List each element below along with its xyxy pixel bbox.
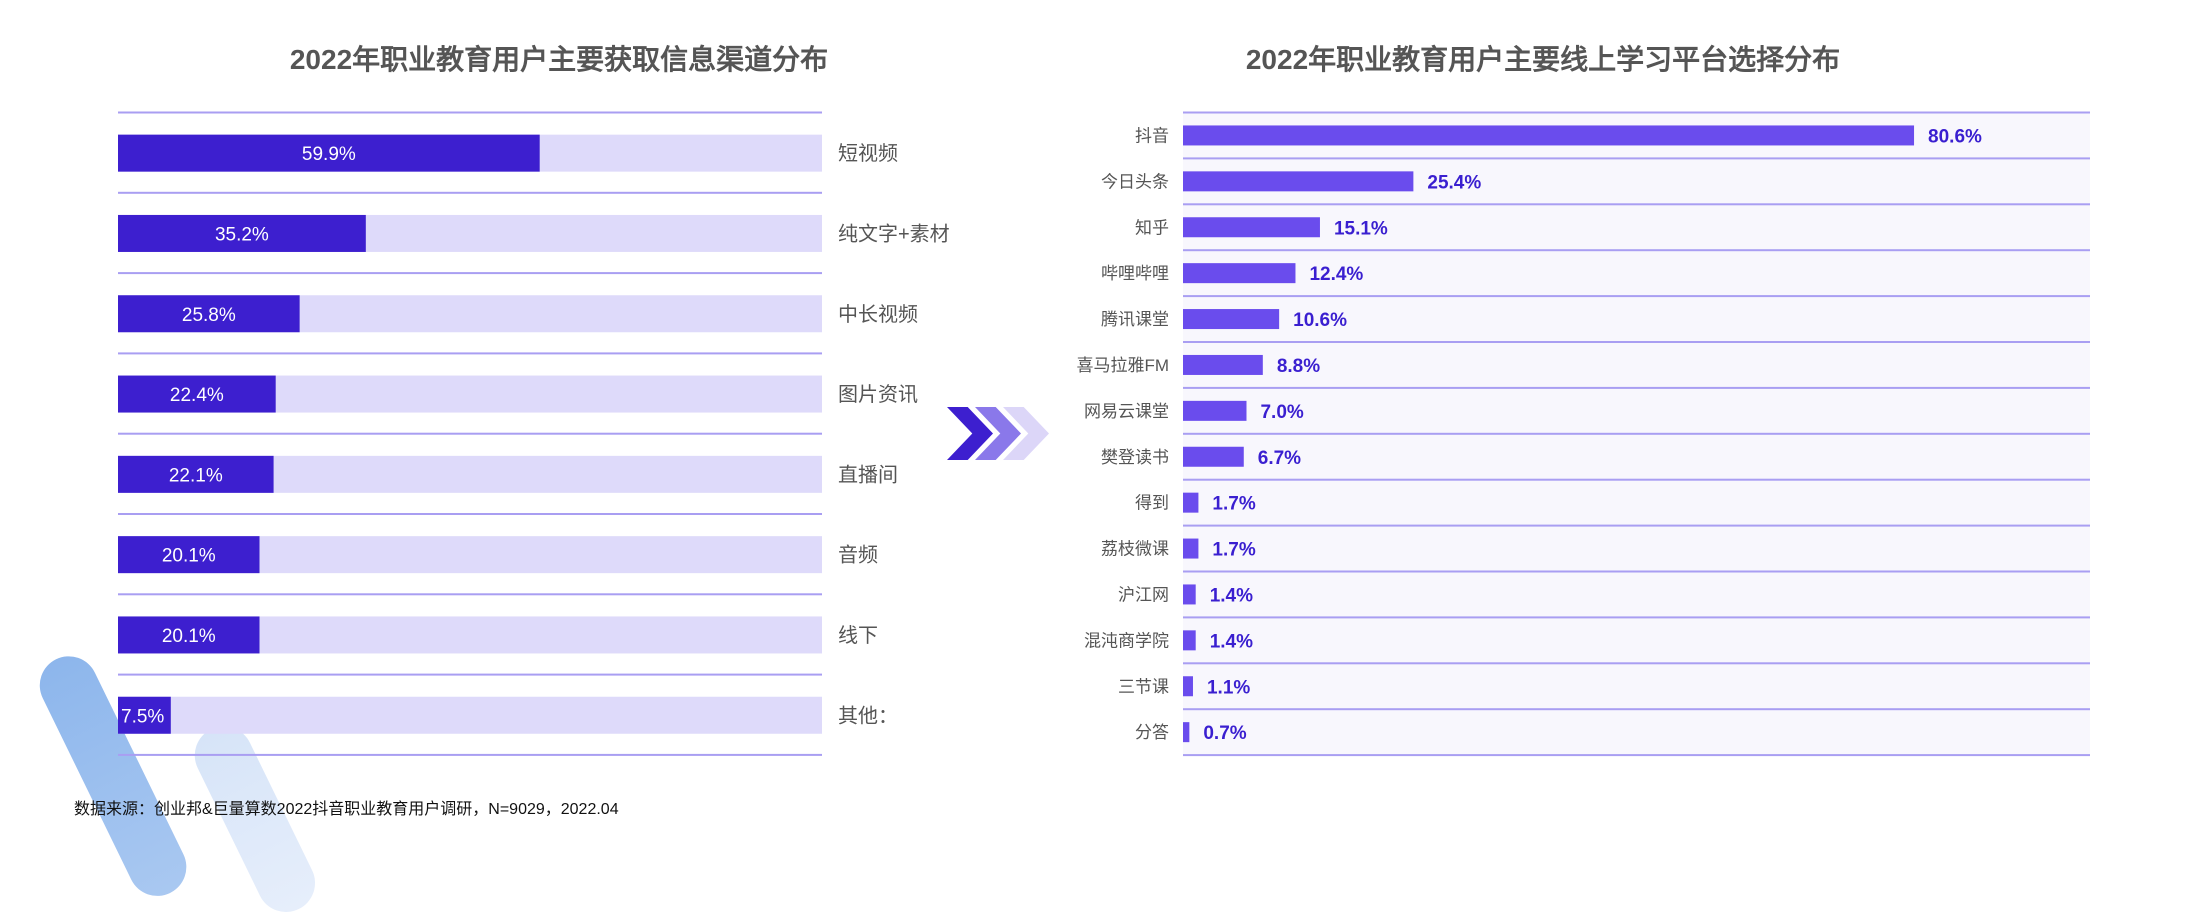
category-label: 喜马拉雅FM (1076, 356, 1169, 375)
bar-value-label: 22.4% (170, 385, 224, 406)
bar-value-label: 15.1% (1334, 218, 1388, 239)
row-separator (118, 272, 822, 275)
category-label: 线下 (838, 624, 878, 647)
bar-value-label: 20.1% (162, 546, 216, 567)
row-separator (118, 191, 822, 194)
bar-value-label: 35.2% (215, 224, 269, 245)
bar-抖音 (1183, 125, 1915, 146)
bar-知乎 (1183, 217, 1320, 238)
bar-得到 (1183, 492, 1199, 513)
row-separator (118, 753, 822, 756)
bar-value-label: 12.4% (1309, 264, 1363, 285)
bar-哔哩哔哩 (1183, 263, 1296, 284)
row-separator (1183, 157, 2090, 160)
row-separator (118, 593, 822, 596)
row-separator (1183, 616, 2090, 619)
bar-今日头条 (1183, 171, 1414, 192)
row-separator (118, 352, 822, 355)
category-label: 纯文字+素材 (838, 222, 950, 245)
row-separator (1183, 432, 2090, 435)
row-separator (1183, 478, 2090, 481)
row-separator (1183, 249, 2090, 252)
category-label: 哔哩哔哩 (1101, 264, 1169, 283)
row-separator (1183, 570, 2090, 573)
category-label: 混沌商学院 (1084, 631, 1169, 650)
category-label: 樊登读书 (1101, 448, 1169, 467)
bar-value-label: 6.7% (1258, 448, 1301, 469)
bar-中长视频 (118, 295, 300, 333)
row-separator (1183, 111, 2090, 114)
row-separator (118, 673, 822, 676)
row-separator (1183, 295, 2090, 298)
row-separator (1183, 203, 2090, 206)
category-label: 腾讯课堂 (1101, 310, 1169, 329)
row-separator (1183, 662, 2090, 665)
row-separator (118, 513, 822, 515)
row-separator (1183, 754, 2090, 757)
bar-线下 (118, 616, 260, 654)
right-chart-title: 2022年职业教育用户主要线上学习平台选择分布 (1245, 44, 1841, 75)
bar-value-label: 25.8% (182, 305, 236, 326)
bar-纯文字+素材 (118, 214, 366, 252)
bar-value-label: 0.7% (1203, 723, 1246, 744)
category-label: 今日头条 (1101, 172, 1169, 191)
row-separator (1183, 708, 2090, 711)
bar-直播间 (118, 455, 274, 493)
bar-value-label: 7.0% (1260, 402, 1303, 423)
category-label: 直播间 (838, 463, 898, 486)
bar-value-label: 8.8% (1277, 356, 1320, 377)
left-chart-title: 2022年职业教育用户主要获取信息渠道分布 (289, 44, 829, 75)
category-label: 荔枝微课 (1101, 540, 1169, 559)
bar-混沌商学院 (1183, 630, 1196, 651)
row-separator (118, 432, 822, 435)
category-label: 中长视频 (838, 303, 918, 326)
category-label: 沪江网 (1118, 585, 1169, 604)
bar-value-label: 1.1% (1207, 677, 1250, 698)
bar-短视频 (118, 134, 540, 172)
bar-网易云课堂 (1183, 400, 1247, 421)
bar-value-label: 80.6% (1928, 126, 1982, 147)
category-label: 网易云课堂 (1084, 402, 1169, 421)
category-label: 知乎 (1135, 218, 1169, 237)
bar-value-label: 1.4% (1210, 585, 1253, 606)
charts-canvas: 59.9% 短视频 35.2% 纯文字+素材 25.8% 中长视频 22.4% 图片资讯 22.… (118, 111, 2090, 757)
bar-其他： (118, 696, 171, 734)
category-label: 图片资讯 (838, 383, 918, 406)
category-label: 音频 (838, 544, 878, 567)
bar-value-label: 1.7% (1212, 540, 1255, 561)
bar-value-label: 20.1% (162, 626, 216, 647)
bar-value-label: 10.6% (1293, 310, 1347, 331)
category-label: 抖音 (1135, 126, 1169, 145)
bar-樊登读书 (1183, 446, 1244, 467)
bar-value-label: 22.1% (169, 465, 223, 486)
bar-分答 (1183, 722, 1190, 743)
row-separator (118, 111, 822, 114)
category-label: 得到 (1135, 494, 1169, 513)
bar-value-label: 7.5% (121, 706, 164, 727)
bar-value-label: 25.4% (1427, 172, 1481, 193)
bar-value-label: 1.4% (1210, 631, 1253, 652)
bar-value-label: 59.9% (302, 144, 356, 165)
data-source-footnote: 数据来源：创业邦&巨量算数2022抖音职业教育用户调研，N=9029，2022.… (74, 801, 619, 818)
row-separator (1183, 386, 2090, 389)
bar-腾讯课堂 (1183, 309, 1280, 330)
bar-三节课 (1183, 676, 1193, 697)
category-label: 分答 (1135, 723, 1169, 742)
category-label: 三节课 (1118, 677, 1169, 696)
row-separator (1183, 341, 2090, 343)
bar-value-label: 1.7% (1212, 494, 1255, 515)
bar-track (118, 696, 822, 734)
bar-喜马拉雅FM (1183, 354, 1263, 375)
bar-沪江网 (1183, 584, 1196, 605)
category-label: 其他： (838, 704, 898, 727)
bar-图片资讯 (118, 375, 276, 413)
category-label: 短视频 (838, 142, 898, 165)
bar-音频 (118, 536, 260, 574)
row-separator (1183, 524, 2090, 527)
bar-荔枝微课 (1183, 538, 1199, 559)
